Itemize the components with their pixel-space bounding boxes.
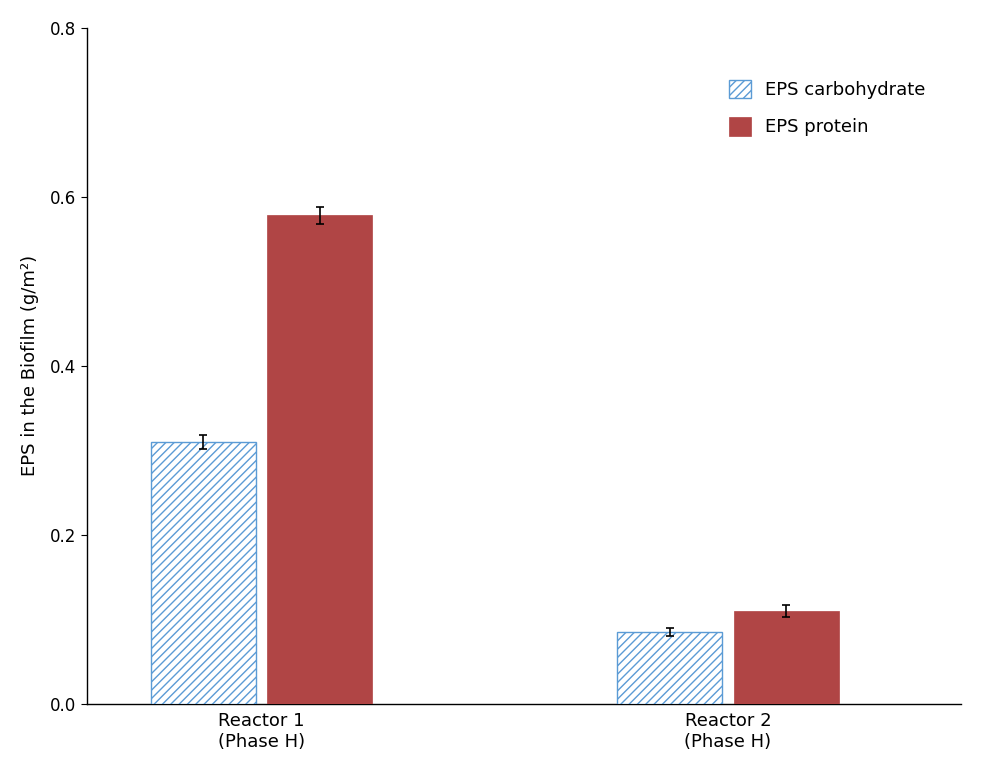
Y-axis label: EPS in the Biofilm (g/m²): EPS in the Biofilm (g/m²) [21, 256, 39, 476]
Bar [267, 215, 372, 704]
Legend: EPS carbohydrate, EPS protein: EPS carbohydrate, EPS protein [720, 71, 935, 145]
Bar [734, 611, 839, 704]
Bar [151, 442, 255, 704]
Bar [618, 632, 722, 704]
